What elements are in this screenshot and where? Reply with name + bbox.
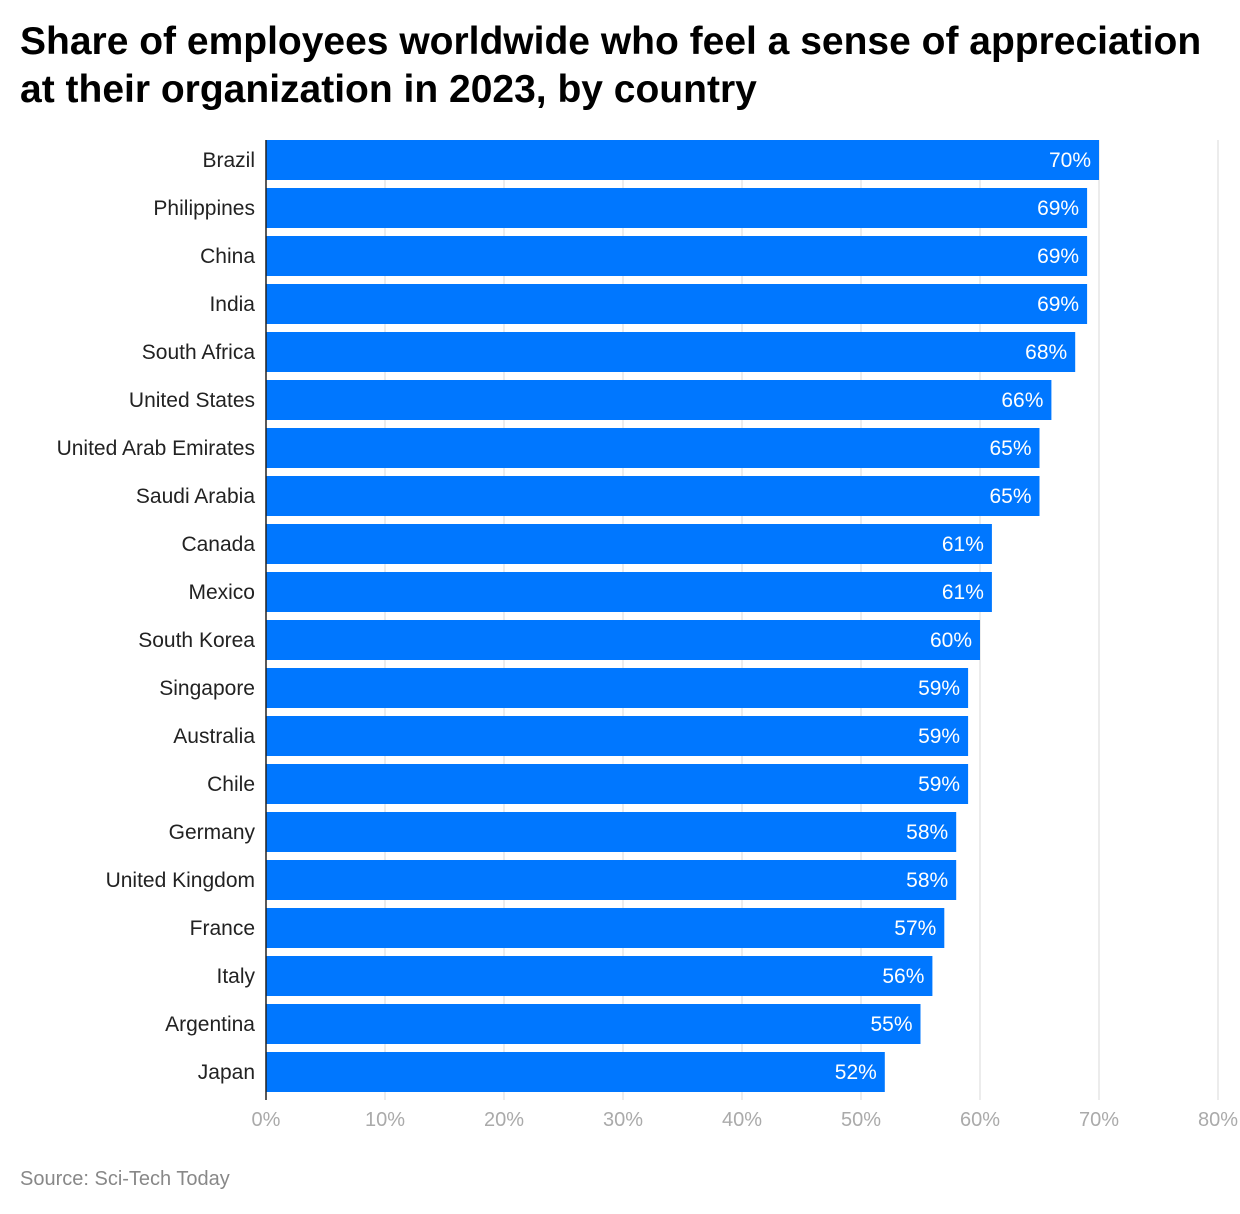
x-tick-label: 40% xyxy=(722,1109,762,1131)
bar-value-label: 56% xyxy=(882,965,924,988)
bar-value-label: 65% xyxy=(989,485,1031,508)
x-tick-label: 30% xyxy=(603,1109,643,1131)
x-tick-label: 0% xyxy=(252,1109,281,1131)
category-label: Italy xyxy=(216,965,255,988)
category-label: United Kingdom xyxy=(106,869,255,892)
category-label: South Africa xyxy=(142,341,256,364)
category-label: India xyxy=(209,293,255,316)
category-label: Singapore xyxy=(159,677,255,700)
category-label: Japan xyxy=(198,1061,255,1084)
bar xyxy=(266,572,992,612)
category-label: United States xyxy=(129,389,255,412)
bar xyxy=(266,908,945,948)
bar-value-label: 52% xyxy=(835,1061,877,1084)
category-labels: Brazil Philippines China India South Africa U… xyxy=(57,149,256,1084)
source-note: Source: Sci-Tech Today xyxy=(20,1168,230,1190)
bar-value-label: 61% xyxy=(942,581,984,604)
bar xyxy=(266,716,969,756)
category-label: Germany xyxy=(169,821,256,844)
category-label: United Arab Emirates xyxy=(57,437,255,460)
bar-value-label: 66% xyxy=(1001,389,1043,412)
bar-value-label: 60% xyxy=(930,629,972,652)
bar-value-label: 68% xyxy=(1025,341,1067,364)
bar xyxy=(266,812,957,852)
bar-value-label: 57% xyxy=(894,917,936,940)
bar-value-label: 58% xyxy=(906,821,948,844)
category-label: Mexico xyxy=(188,581,255,604)
chart-title: Share of employees worldwide who feel a … xyxy=(20,20,1202,111)
category-label: Chile xyxy=(207,773,255,796)
bar-value-label: 59% xyxy=(918,773,960,796)
category-label: France xyxy=(190,917,255,940)
bar xyxy=(266,428,1040,468)
x-tick-label: 50% xyxy=(841,1109,881,1131)
x-tick-label: 10% xyxy=(365,1109,405,1131)
bar-value-label: 58% xyxy=(906,869,948,892)
bar-value-label: 59% xyxy=(918,677,960,700)
bar xyxy=(266,956,933,996)
bar xyxy=(266,860,957,900)
bar xyxy=(266,1004,921,1044)
bar xyxy=(266,668,969,708)
bar xyxy=(266,380,1052,420)
category-label: Brazil xyxy=(202,149,255,172)
x-tick-label: 70% xyxy=(1079,1109,1119,1131)
bar xyxy=(266,236,1088,276)
bar xyxy=(266,140,1099,180)
category-label: Philippines xyxy=(153,197,255,220)
x-tick-label: 80% xyxy=(1198,1109,1238,1131)
bar-value-label: 59% xyxy=(918,725,960,748)
bar xyxy=(266,284,1088,324)
category-label: Saudi Arabia xyxy=(136,485,255,508)
x-tick-label: 20% xyxy=(484,1109,524,1131)
bar xyxy=(266,1052,885,1092)
bar-value-label: 61% xyxy=(942,533,984,556)
bar-value-label: 70% xyxy=(1049,149,1091,172)
category-label: China xyxy=(200,245,255,268)
bar-value-label: 65% xyxy=(989,437,1031,460)
bar xyxy=(266,620,980,660)
category-label: South Korea xyxy=(138,629,255,652)
bar-value-label: 69% xyxy=(1037,245,1079,268)
category-label: Argentina xyxy=(165,1013,255,1036)
bar xyxy=(266,524,992,564)
bar-value-label: 69% xyxy=(1037,293,1079,316)
bar xyxy=(266,332,1076,372)
category-label: Australia xyxy=(173,725,255,748)
x-tick-label: 60% xyxy=(960,1109,1000,1131)
bar xyxy=(266,764,969,804)
bar-value-label: 55% xyxy=(870,1013,912,1036)
bars: 70% 69% 69% 69% 68% 66% 65% 65% 61% 61% 60% 59% 59% 5… xyxy=(266,140,1099,1092)
category-label: Canada xyxy=(181,533,255,556)
bar-value-label: 69% xyxy=(1037,197,1079,220)
bar xyxy=(266,188,1088,228)
x-axis-ticks: 0% 10% 20% 30% 40% 50% 60% 70% 80% xyxy=(252,1109,1239,1131)
bar xyxy=(266,476,1040,516)
